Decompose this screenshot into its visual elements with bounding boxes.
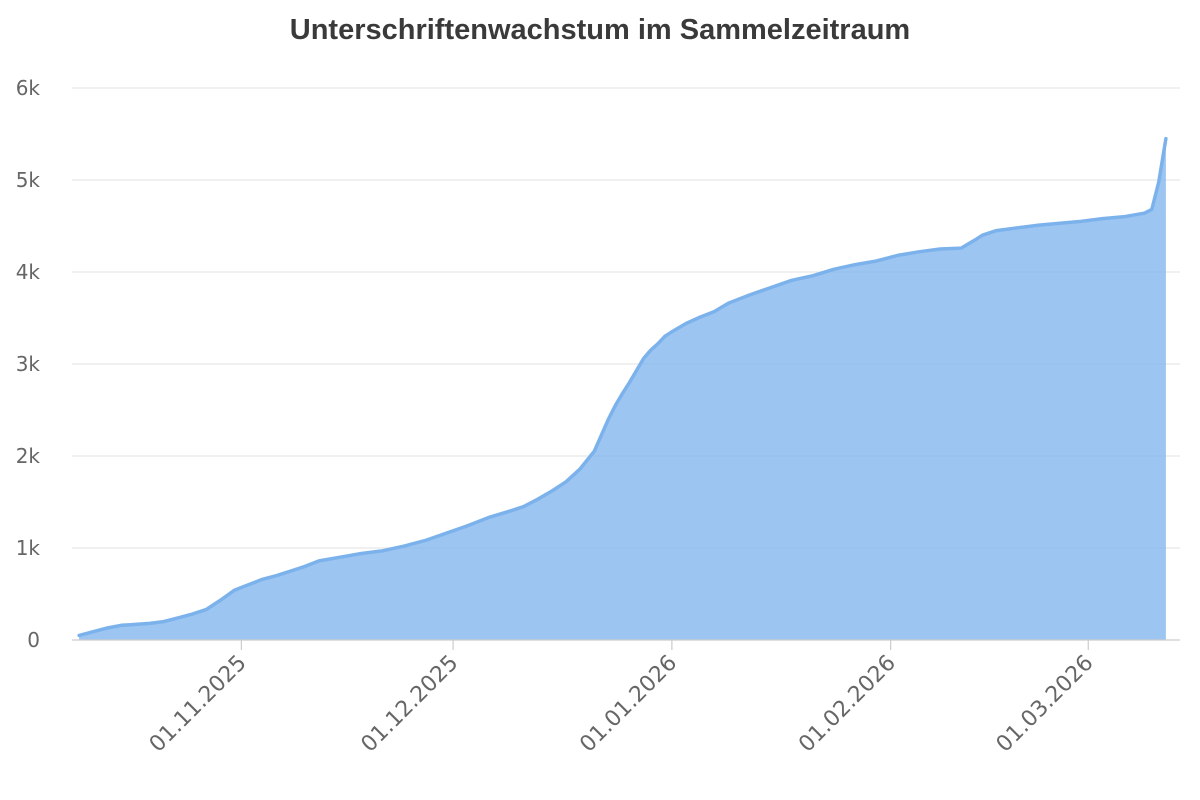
x-tick-label: 01.01.2026 xyxy=(575,651,682,758)
y-tick-label: 4k xyxy=(16,260,41,284)
chart-title: Unterschriftenwachstum im Sammelzeitraum xyxy=(289,14,911,46)
x-tick-label: 01.02.2026 xyxy=(794,651,901,758)
y-tick-label: 6k xyxy=(16,76,41,100)
x-tick-label: 01.12.2025 xyxy=(357,651,464,758)
y-tick-label: 1k xyxy=(16,536,41,560)
x-tick-label: 01.03.2026 xyxy=(992,651,1099,758)
series-area xyxy=(79,138,1166,640)
y-tick-label: 5k xyxy=(16,168,41,192)
y-tick-label: 2k xyxy=(16,444,41,468)
y-tick-label: 3k xyxy=(16,352,41,376)
x-tick-label: 01.11.2025 xyxy=(145,651,252,758)
y-tick-label: 0 xyxy=(27,628,40,652)
series-line xyxy=(77,136,1168,638)
